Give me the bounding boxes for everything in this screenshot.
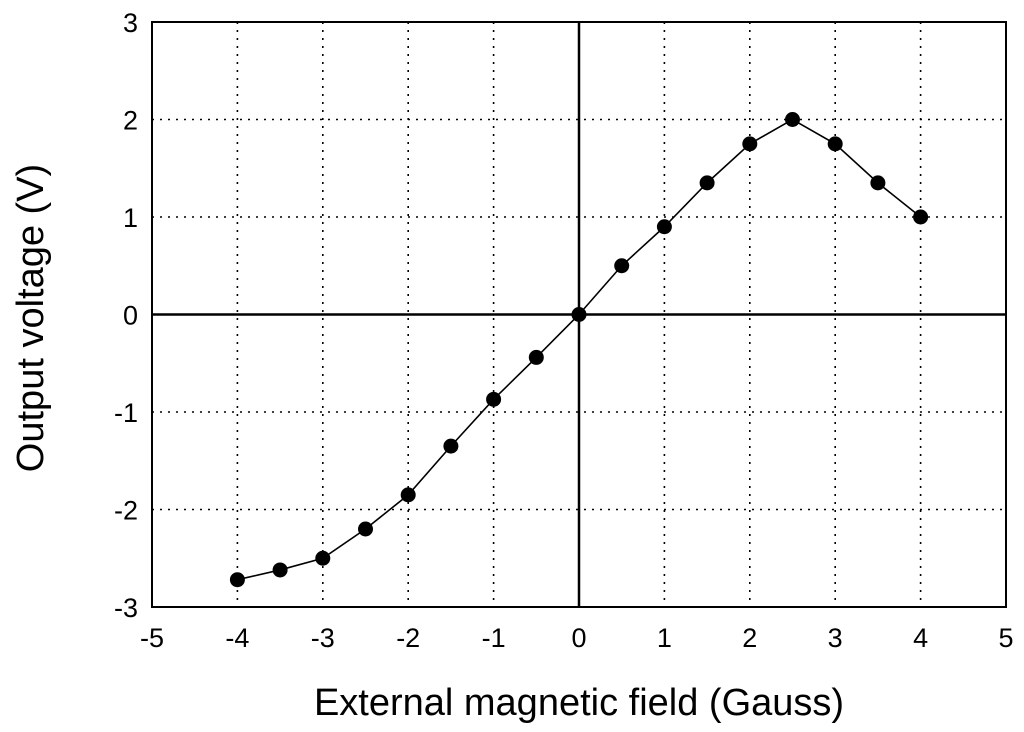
x-tick-label: 3 [828, 623, 843, 653]
data-points [229, 112, 929, 588]
x-tick-label: 5 [998, 623, 1013, 653]
data-point [229, 572, 245, 588]
x-tick-label: 1 [657, 623, 672, 653]
x-tick-label: 2 [742, 623, 757, 653]
x-tick-label: -5 [140, 623, 164, 653]
x-tick-label: -4 [225, 623, 249, 653]
x-tick-label: 0 [571, 623, 586, 653]
y-tick-label: 3 [123, 8, 138, 38]
data-point [913, 209, 929, 225]
data-point [358, 521, 373, 537]
x-tick-labels: -5 -4 -3 -2 -1 0 1 2 3 4 5 [140, 623, 1014, 653]
y-tick-label: -2 [114, 496, 138, 526]
data-point [272, 562, 288, 578]
y-tick-labels: -3 -2 -1 0 1 2 3 [114, 8, 138, 623]
y-tick-label: 1 [123, 203, 138, 233]
y-tick-label: -3 [114, 593, 138, 623]
data-point [315, 550, 331, 566]
data-point [699, 175, 715, 191]
x-tick-label: -1 [482, 623, 506, 653]
data-point [400, 487, 416, 503]
y-tick-label: 2 [123, 106, 138, 136]
y-tick-label: -1 [114, 398, 138, 428]
data-point [870, 175, 886, 191]
data-point [785, 112, 800, 127]
data-point [528, 349, 544, 365]
data-point [486, 391, 502, 407]
data-point [827, 136, 843, 152]
x-tick-label: -2 [396, 623, 420, 653]
plot-frame [151, 21, 1007, 608]
data-point [614, 258, 630, 274]
grid [152, 22, 1006, 607]
data-point [656, 219, 672, 235]
x-tick-label: -3 [311, 623, 335, 653]
y-axis-title: Output voltage (V) [10, 164, 52, 472]
x-tick-label: 4 [913, 623, 928, 653]
data-point [571, 307, 587, 322]
y-tick-label: 0 [123, 301, 138, 331]
data-point [742, 136, 758, 152]
x-axis-title: External magnetic field (Gauss) [314, 682, 844, 724]
data-point [443, 438, 459, 454]
